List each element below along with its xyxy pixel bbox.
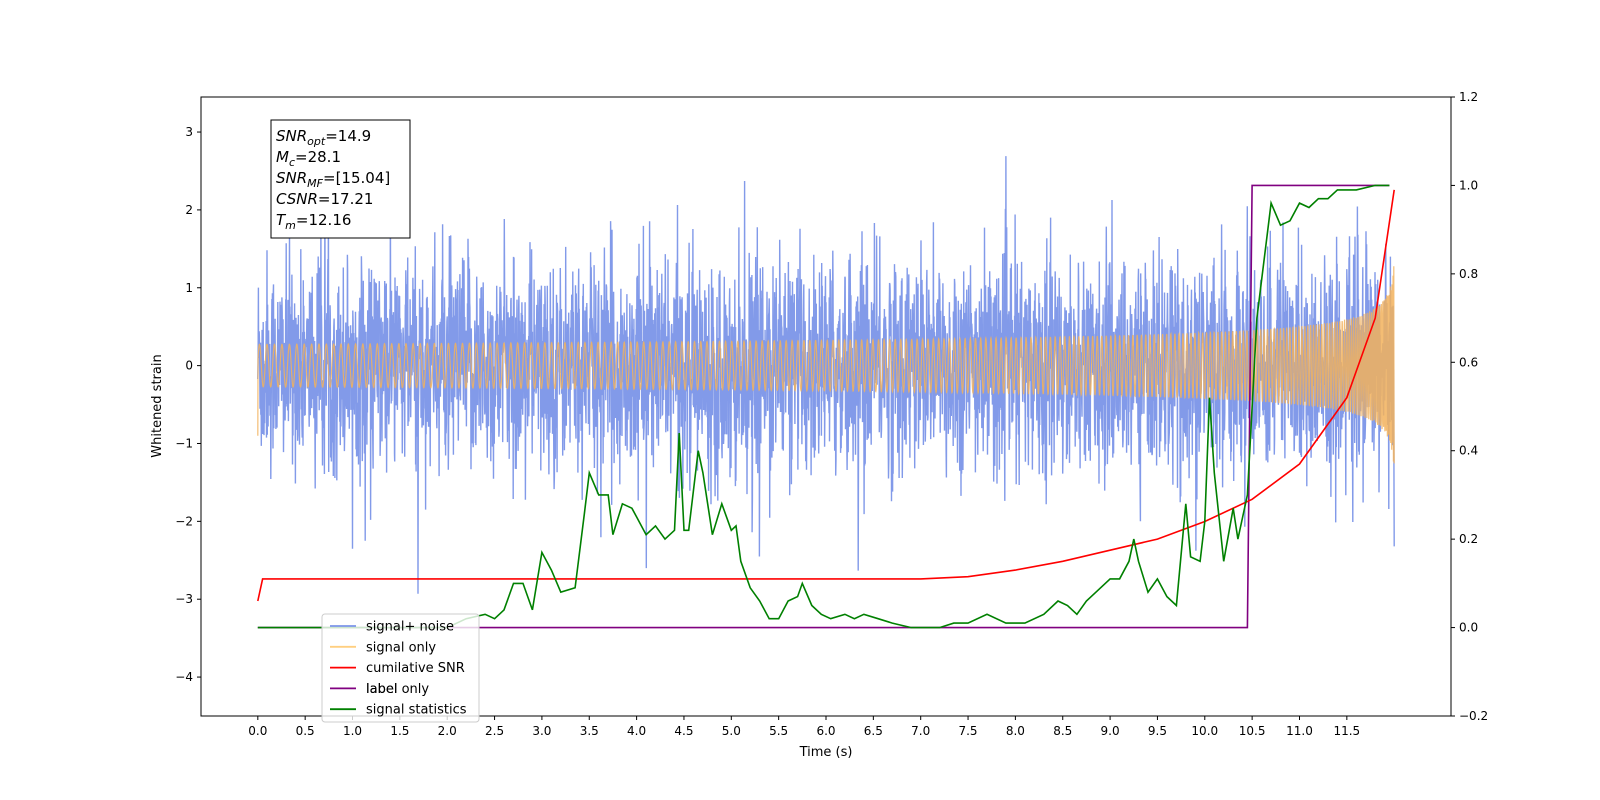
y2-tick-label: −0.2 [1459, 709, 1488, 723]
annotation-box: SNRopt=14.9Mc=28.1SNRMF=[15.04]CSNR=17.2… [270, 119, 411, 239]
right-axis-series [257, 184, 1395, 629]
x-tick-label: 11.5 [1333, 724, 1360, 738]
y-axis-label: Whitened strain [150, 354, 165, 457]
annotation-line: CSNR=17.21 [276, 190, 373, 208]
y-tick-label: 3 [185, 125, 193, 139]
x-axis-label: Time (s) [799, 745, 853, 760]
y-tick-label: 0 [185, 359, 193, 373]
x-tick-label: 3.5 [580, 724, 599, 738]
x-tick-label: 0.0 [248, 724, 267, 738]
x-tick-label: 6.0 [816, 724, 835, 738]
x-axis: 0.0 0.5 1.0 1.5 2.0 2.5 3.0 3.5 4.0 4.5 5.0 5.5 6.0 6… [248, 716, 1360, 738]
x-tick-label: 8.0 [1006, 724, 1025, 738]
x-tick-label: 1.0 [343, 724, 362, 738]
y2-tick-label: 0.8 [1459, 267, 1478, 281]
x-tick-label: 4.5 [674, 724, 693, 738]
x-tick-label: 5.5 [769, 724, 788, 738]
legend-hidden-label: label only [366, 682, 429, 697]
y2-tick-label: 0.0 [1459, 621, 1478, 635]
x-tick-label: 3.0 [532, 724, 551, 738]
y2-tick-label: 1.2 [1459, 90, 1478, 104]
x-tick-label: 5.0 [722, 724, 741, 738]
label-line [257, 184, 1390, 629]
x-tick-label: 11.0 [1286, 724, 1313, 738]
y-tick-label: −2 [175, 514, 193, 528]
x-tick-label: 2.0 [438, 724, 457, 738]
x-tick-label: 7.0 [911, 724, 930, 738]
x-tick-label: 4.0 [627, 724, 646, 738]
y2-tick-label: 0.6 [1459, 355, 1478, 369]
x-tick-label: 10.5 [1239, 724, 1266, 738]
annotation-line: Tm=12.16 [276, 211, 351, 232]
signal-statistics-line [257, 184, 1390, 629]
legend: label only signal+ noise signal only cumila… [321, 613, 480, 723]
annotation-line: SNRMF=[15.04] [276, 169, 390, 190]
legend-label: signal only [366, 640, 436, 655]
x-tick-label: 8.5 [1053, 724, 1072, 738]
signal-noise-series [257, 156, 1395, 594]
y2-tick-label: 1.0 [1459, 178, 1478, 192]
y-tick-label: 2 [185, 203, 193, 217]
signal-only-series [257, 266, 1395, 464]
y-tick-label: −4 [175, 670, 193, 684]
x-tick-label: 6.5 [864, 724, 883, 738]
y-tick-label: −3 [175, 592, 193, 606]
y2-tick-label: 0.2 [1459, 532, 1478, 546]
y-axis-right: −0.2 0.0 0.2 0.4 0.6 0.8 1.0 1.2 [1451, 90, 1488, 723]
legend-label: signal+ noise [366, 620, 454, 635]
x-tick-label: 7.5 [958, 724, 977, 738]
y-tick-label: −1 [175, 436, 193, 450]
cumulative-snr-line [257, 189, 1395, 602]
signal-noise-line [257, 156, 1395, 594]
signal-only-line [257, 266, 1395, 464]
legend-frame [321, 613, 480, 723]
legend-label: label [366, 682, 397, 697]
y-tick-label: 1 [185, 281, 193, 295]
x-tick-label: 9.5 [1148, 724, 1167, 738]
legend-label: cumilative SNR [366, 661, 465, 676]
x-tick-label: 9.0 [1101, 724, 1120, 738]
x-tick-label: 0.5 [296, 724, 315, 738]
x-tick-label: 1.5 [390, 724, 409, 738]
annotation-line: Mc=28.1 [276, 148, 341, 169]
legend-label: signal statistics [366, 703, 467, 718]
y-axis-left: −4 −3 −2 −1 0 1 2 3 [175, 125, 201, 684]
y2-tick-label: 0.4 [1459, 444, 1478, 458]
annotation-line: SNRopt=14.9 [276, 127, 371, 148]
annotation-frame [270, 119, 411, 239]
x-tick-label: 2.5 [485, 724, 504, 738]
x-tick-label: 10.0 [1191, 724, 1218, 738]
